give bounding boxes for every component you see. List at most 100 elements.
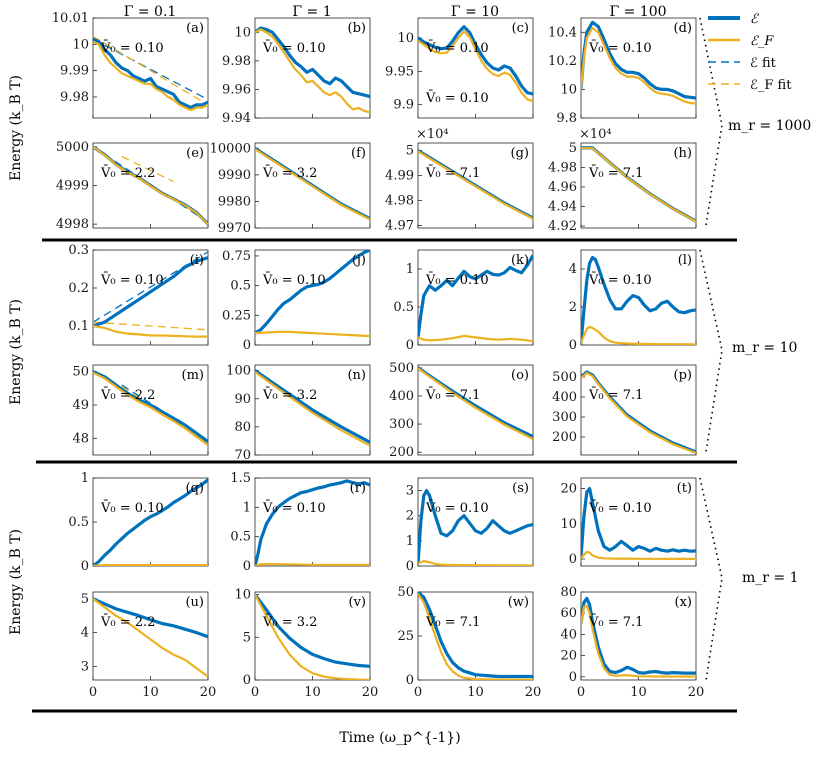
panel-j-v0-annotation: V̄₀ = 0.10	[262, 272, 326, 288]
panel-c-ytick-label: 10	[397, 31, 414, 46]
group-label-mr-10: m_r = 10	[732, 340, 797, 356]
panel-l-E-series	[581, 256, 696, 344]
panel-a-ytick-label: 10	[72, 37, 89, 52]
panel-a-E-series	[93, 37, 208, 110]
panel-a-E-fit-line	[93, 38, 208, 101]
panel-b-ytick-label: 9.98	[222, 54, 251, 69]
panel-r-letter: (r)	[350, 481, 366, 496]
panel-p-ytick-label: 300	[552, 410, 577, 425]
panel-b-v0-annotation: V̄₀ = 0.10	[262, 40, 326, 56]
panel-t-ytick-label: 10	[560, 517, 577, 532]
panel-t-v0-annotation: V̄₀ = 0.10	[588, 500, 652, 516]
column-headers: Γ = 0.1 Γ = 1 Γ = 10 Γ = 100	[124, 4, 667, 20]
panel-t-ytick-label: 20	[560, 482, 577, 497]
panel-m-v0-annotation: V̄₀ = 2.2	[100, 387, 155, 403]
panel-u-v0-annotation: V̄₀ = 2.2	[100, 614, 155, 630]
panel-s: 0 1 2 3 (s) V̄₀ = 0.10	[406, 477, 534, 574]
panel-o-ytick-label: 500	[389, 361, 414, 376]
panel-u-ytick-label: 4	[81, 626, 89, 641]
panel-d-E-series	[581, 20, 696, 100]
panel-i-ytick-label: 0.1	[68, 319, 89, 334]
panel-m-ytick-label: 50	[72, 365, 89, 380]
panel-b-ytick-label: 10	[234, 25, 251, 40]
panel-q-ytick-label: 0	[81, 559, 89, 574]
panel-r-v0-annotation: V̄₀ = 0.10	[262, 500, 326, 516]
panel-g: 4.97 4.98 4.99 5×10⁴ (g) V̄₀ = 7.1	[385, 127, 534, 234]
legend-label-E-fit: ℰ fit	[750, 56, 777, 71]
panel-p-v0-annotation: V̄₀ = 7.1	[588, 387, 643, 403]
panel-i-v0-annotation: V̄₀ = 0.10	[100, 272, 164, 288]
panel-a-EF-fit-line	[93, 35, 208, 106]
column-header-gamma-0.1: Γ = 0.1	[124, 4, 177, 20]
column-header-gamma-1: Γ = 1	[292, 4, 331, 20]
panel-a-ytick-label: 9.99	[60, 64, 89, 79]
panel-e-EF-series	[93, 146, 208, 226]
panel-e-EF-fit-line	[121, 155, 174, 183]
panel-q-ytick-label: 1	[81, 471, 89, 486]
panel-g-EF-series	[418, 150, 533, 220]
panel-g-v0-annotation: V̄₀ = 7.1	[425, 165, 480, 181]
panel-r-EF-series	[255, 563, 370, 566]
panel-i-ytick-label: 0.3	[68, 243, 89, 258]
panel-r-E-series	[255, 479, 370, 566]
panel-w-E-series	[418, 592, 533, 679]
panel-n-E-series	[255, 369, 370, 444]
panel-k-ytick-label: 0	[406, 338, 414, 353]
panel-f-ytick-label: 9970	[218, 221, 251, 236]
panel-w-ytick-label: 50	[397, 585, 414, 600]
y-axis-labels: Energy (k_B T) Energy (k_B T) Energy (k_…	[8, 75, 24, 635]
panel-u-ytick-label: 5	[81, 592, 89, 607]
panel-x-ytick-label: 0	[569, 670, 577, 685]
panel-e-v0-annotation: V̄₀ = 2.2	[100, 165, 155, 181]
panel-j-E-series	[255, 250, 370, 335]
panel-x-v0-annotation: V̄₀ = 7.1	[588, 614, 643, 630]
panel-k-ytick-label: 1	[406, 262, 414, 277]
panel-e-letter: (e)	[186, 146, 204, 161]
panel-v-letter: (v)	[349, 595, 367, 610]
panel-r-ytick-label: 0.5	[230, 530, 251, 545]
panel-c-letter: (c)	[512, 21, 529, 36]
panel-p-ytick-label: 200	[552, 430, 577, 445]
panel-k-letter: (k)	[511, 253, 529, 268]
panel-b-ytick-label: 9.96	[222, 82, 251, 97]
panel-x-ytick-label: 20	[560, 649, 577, 664]
panel-v-E-series	[255, 593, 370, 668]
panel-m-EF-series	[93, 371, 208, 446]
panel-h-letter: (h)	[673, 146, 692, 161]
panel-b-E-series	[255, 26, 370, 99]
panel-m-ytick-label: 48	[72, 431, 89, 446]
panel-n: 70 80 90 100 (n) V̄₀ = 3.2	[226, 364, 371, 463]
panel-s-EF-series	[418, 559, 533, 566]
panel-l-letter: (l)	[678, 253, 692, 268]
panel-f-ytick-label: 9980	[218, 194, 251, 209]
panel-e: 4998 4999 5000 (e) V̄₀ = 2.2	[56, 140, 209, 232]
panel-e-ytick-label: 4998	[56, 217, 89, 232]
panel-i-E-series	[93, 256, 208, 328]
panel-p-ytick-label: 500	[552, 370, 577, 385]
panel-s-ytick-label: 1	[406, 534, 414, 549]
panel-v: 0 5 10 0 10 20 (v) V̄₀ = 3.2	[234, 588, 378, 700]
panel-a-ytick-label: 9.98	[60, 90, 89, 105]
panel-t: 0 10 20 (t) V̄₀ = 0.10	[560, 477, 697, 567]
panel-q-ytick-label: 0.5	[68, 515, 89, 530]
panel-l-v0-annotation: V̄₀ = 0.10	[588, 272, 652, 288]
panel-v-xtick-label: 10	[304, 685, 321, 700]
panel-p-letter: (p)	[674, 368, 692, 383]
panel-p: 200 300 400 500 (p) V̄₀ = 7.1	[552, 364, 697, 456]
panel-t-letter: (t)	[677, 481, 692, 496]
panel-x-EF-series	[581, 604, 696, 678]
panel-x-ytick-label: 80	[560, 585, 577, 600]
panel-r-ytick-label: 1	[243, 500, 251, 515]
panel-x-xtick-label: 0	[577, 685, 585, 700]
panel-x-E-series	[581, 596, 696, 675]
panel-j-EF-series	[255, 330, 370, 338]
panel-c-v0-annotation: V̄₀ = 0.10	[425, 40, 489, 56]
legend-label-EF: ℰ_F	[750, 34, 774, 49]
panel-s-letter: (s)	[512, 481, 529, 496]
panel-j: 0 0.25 0.5 0.75 (j) V̄₀ = 0.10	[222, 249, 371, 353]
panel-f-EF-series	[255, 148, 370, 221]
panel-i-ytick-label: 0.2	[68, 281, 89, 296]
group-dots-10	[699, 249, 723, 453]
panel-j-ytick-label: 0	[243, 338, 251, 353]
panel-a-ytick-label: 10.01	[52, 11, 89, 26]
